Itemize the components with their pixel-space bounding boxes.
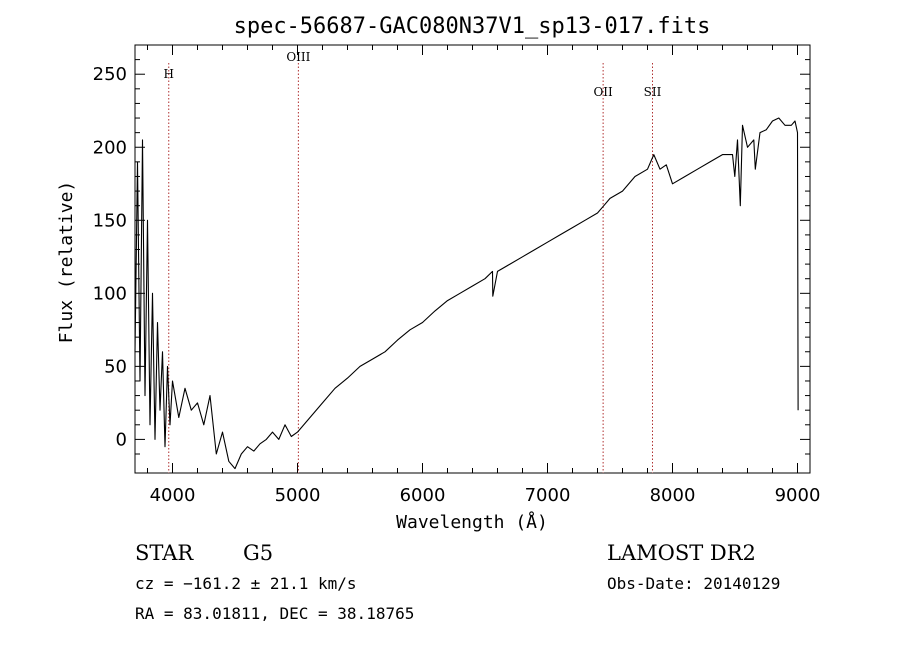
x-tick-label: 4000 [150,485,196,506]
spectrum-series-line [134,117,799,470]
object-class: STAR [135,541,194,565]
spectral-line-label: SII [644,85,662,99]
y-axis-ticks: 0 50 100 150 200 250 [93,59,810,455]
redshift-text: cz = −161.2 ± 21.1 km/s [135,574,357,593]
x-tick-label: 6000 [400,485,446,506]
y-tick-label: 150 [93,210,127,231]
obs-date-text: Obs-Date: 20140129 [607,574,780,593]
spectral-line-label: OIII [286,50,310,64]
y-tick-label: 0 [116,429,127,450]
y-tick-label: 200 [93,137,127,158]
plot-frame [134,44,811,474]
x-axis-ticks: 4000 5000 6000 7000 8000 9000 [147,45,821,506]
spectral-line-markers: H OIII OII SII [164,50,662,473]
x-tick-label: 9000 [775,485,821,506]
coordinates-text: RA = 83.01811, DEC = 38.18765 [135,604,414,623]
y-tick-label: 50 [104,356,127,377]
y-tick-label: 100 [93,283,127,304]
x-tick-label: 7000 [525,485,571,506]
series-group [134,117,799,470]
survey-name: LAMOST DR2 [607,541,756,565]
y-axis-label: Flux (relative) [56,181,77,344]
x-axis-label: Wavelength (Å) [396,511,548,533]
y-tick-label: 250 [93,64,127,85]
x-tick-label: 8000 [650,485,696,506]
x-tick-label: 5000 [275,485,321,506]
chart-title: spec-56687-GAC080N37V1_sp13-017.fits [234,14,711,39]
spectral-line-label: H [164,67,174,81]
object-subclass: G5 [243,541,273,565]
spectral-line-label: OII [593,85,613,99]
